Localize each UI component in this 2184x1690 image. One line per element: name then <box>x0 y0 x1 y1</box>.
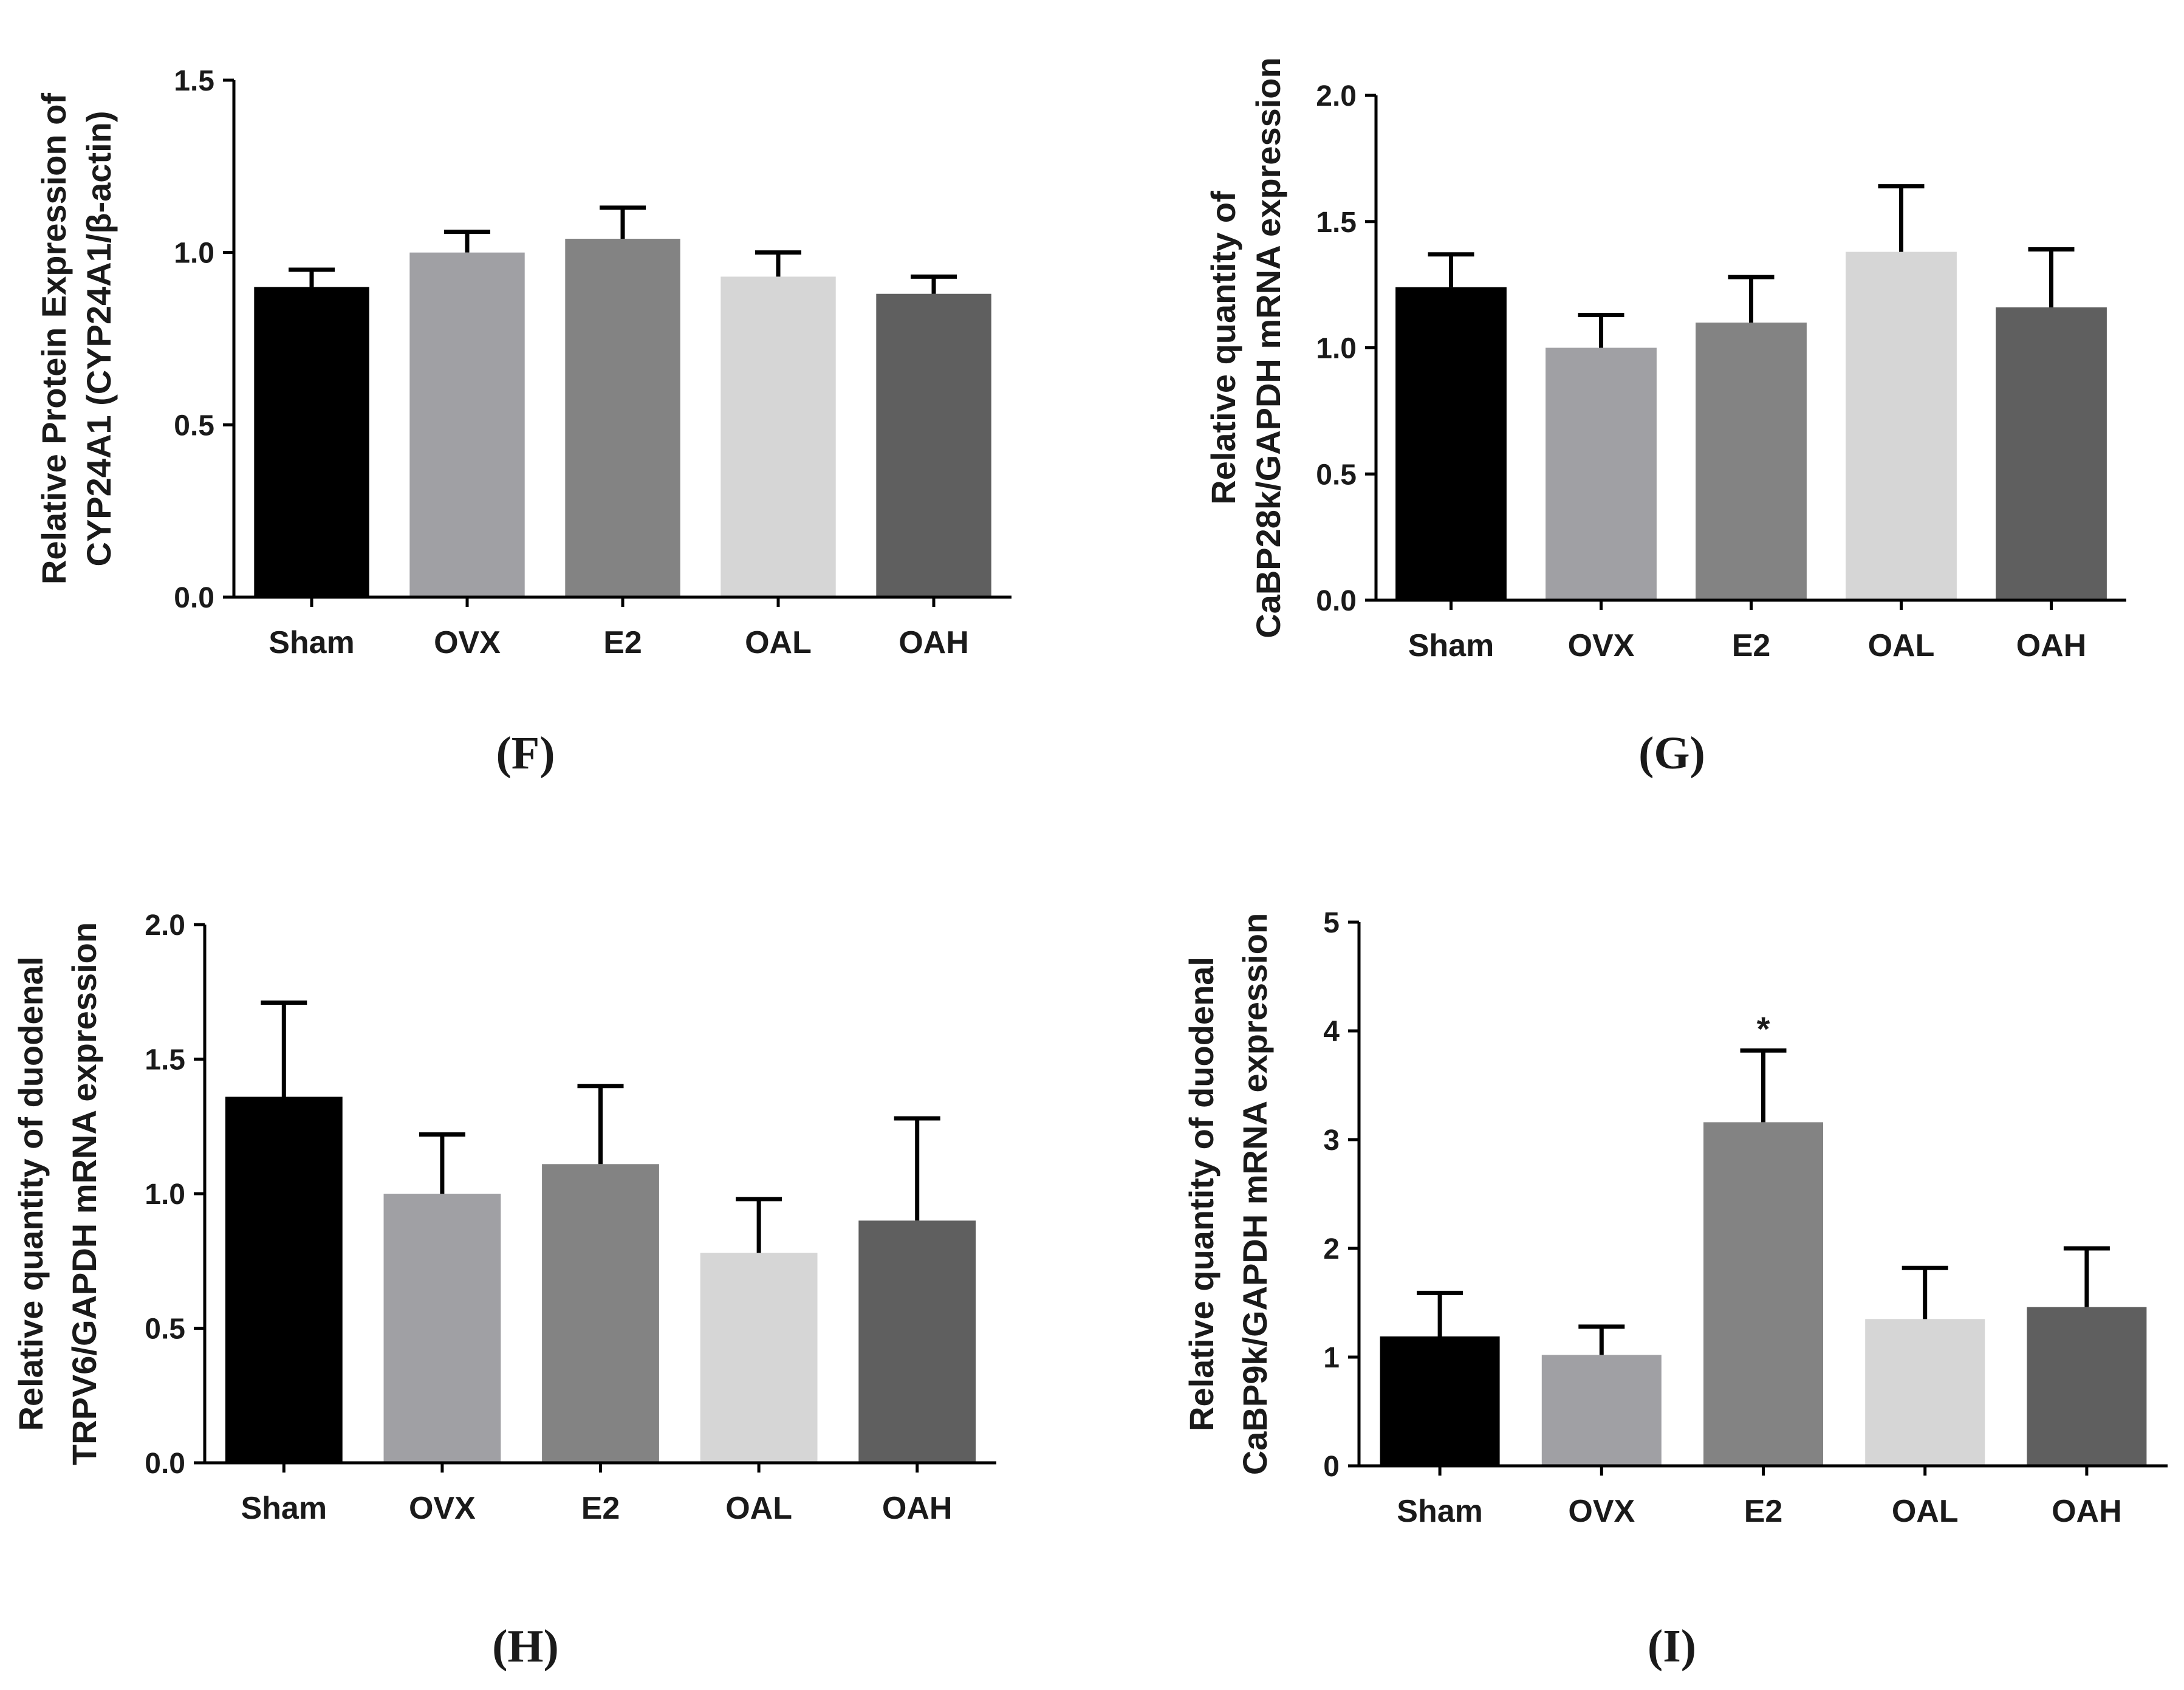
x-tick-label-ovx: OVX <box>409 1491 476 1526</box>
bar-sham <box>1380 1336 1500 1466</box>
bar-oah <box>858 1220 976 1463</box>
y-tick-label: 2.0 <box>1316 80 1357 112</box>
y-tick-label: 0.5 <box>174 409 214 442</box>
y-axis-label-line: CaBP9k/GAPDH mRNA expression <box>1236 913 1274 1475</box>
y-tick-label: 0.0 <box>174 582 214 614</box>
y-axis-label-line: TRPV6/GAPDH mRNA expression <box>65 922 103 1465</box>
bar-sham <box>254 287 369 597</box>
chart-panel-0: Sham OVX E2 OAL OAH 0.0 0.5 1.0 1.5 Relative Prot… <box>35 65 1012 779</box>
y-axis-label: Relative quantity of CaBP28k/GAPDH mRNA e… <box>1204 57 1287 638</box>
x-tick-label-oah: OAH <box>899 625 969 660</box>
x-tick-label-ovx: OVX <box>434 625 501 660</box>
bar-oal <box>700 1253 818 1463</box>
y-tick-label: 0.5 <box>1316 459 1357 491</box>
x-tick-label-oah: OAH <box>2016 628 2087 663</box>
x-tick-label-sham: Sham <box>269 625 355 660</box>
bar-e2 <box>1696 323 1807 600</box>
y-tick-label: 1.0 <box>145 1179 185 1211</box>
bar-e2 <box>542 1164 659 1463</box>
x-tick-label-oah: OAH <box>2052 1494 2122 1529</box>
bar-oah <box>1996 307 2107 600</box>
y-axis-label-line: Relative quantity of duodenal <box>12 957 50 1431</box>
y-tick-label: 2 <box>1323 1233 1340 1265</box>
chart-panel-3: Sham OVX * E2 OAL OAH 0 1 2 3 4 5 Relative quantity … <box>1182 907 2168 1672</box>
x-tick-label-sham: Sham <box>241 1491 327 1526</box>
chart-panel-2: Sham OVX E2 OAL OAH 0.0 0.5 1.0 1.5 2.0 Relative q… <box>12 909 996 1672</box>
bar-ovx <box>1546 347 1657 600</box>
y-tick-label: 0.0 <box>145 1448 185 1480</box>
y-tick-label: 1.5 <box>174 65 214 97</box>
y-tick-label: 3 <box>1323 1124 1340 1157</box>
y-tick-label: 1 <box>1323 1342 1340 1374</box>
bar-e2 <box>565 239 680 597</box>
panel-label: (H) <box>492 1621 559 1672</box>
x-tick-label-e2: E2 <box>603 625 642 660</box>
y-tick-label: 0.5 <box>145 1313 185 1346</box>
bar-e2 <box>1703 1122 1823 1466</box>
bar-ovx <box>383 1194 501 1463</box>
y-axis-label-line: Relative quantity of duodenal <box>1182 957 1220 1431</box>
x-tick-label-oal: OAL <box>1892 1494 1959 1529</box>
chart-panel-1: Sham OVX E2 OAL OAH 0.0 0.5 1.0 1.5 2.0 Relative q… <box>1204 57 2126 779</box>
x-tick-label-oah: OAH <box>882 1491 953 1526</box>
bar-oah <box>2027 1307 2147 1466</box>
x-tick-label-sham: Sham <box>1397 1494 1483 1529</box>
y-tick-label: 1.5 <box>145 1044 185 1076</box>
x-tick-label-oal: OAL <box>1868 628 1935 663</box>
y-tick-label: 0 <box>1323 1451 1340 1483</box>
y-tick-label: 1.5 <box>1316 207 1357 239</box>
y-axis-label-line: CYP24A1 (CYP24A1/β-actin) <box>80 111 118 567</box>
y-tick-label: 1.0 <box>174 238 214 270</box>
x-tick-label-sham: Sham <box>1408 628 1494 663</box>
x-tick-label-ovx: OVX <box>1568 1494 1635 1529</box>
panel-label: (F) <box>496 728 555 779</box>
x-tick-label-oal: OAL <box>745 625 812 660</box>
y-axis-label-line: Relative Protein Expression of <box>35 93 73 584</box>
bar-oal <box>1865 1319 1985 1466</box>
y-axis-label: Relative Protein Expression of CYP24A1 (C… <box>35 93 118 584</box>
y-axis-label-line: Relative quantity of <box>1204 191 1242 505</box>
bar-sham <box>1395 287 1507 600</box>
x-tick-label-e2: E2 <box>581 1491 620 1526</box>
y-tick-label: 1.0 <box>1316 333 1357 365</box>
y-axis-label-line: CaBP28k/GAPDH mRNA expression <box>1249 57 1287 638</box>
panel-label: (I) <box>1648 1621 1696 1672</box>
bar-oah <box>876 293 991 597</box>
bar-oal <box>1846 251 1957 601</box>
bar-sham <box>225 1096 343 1463</box>
bar-ovx <box>409 252 525 597</box>
bar-oal <box>721 276 836 597</box>
x-tick-label-e2: E2 <box>1744 1494 1783 1529</box>
x-tick-label-oal: OAL <box>725 1491 792 1526</box>
y-tick-label: 4 <box>1323 1016 1340 1048</box>
y-tick-label: 0.0 <box>1316 585 1357 617</box>
bar-ovx <box>1541 1355 1662 1466</box>
y-tick-label: 2.0 <box>145 909 185 942</box>
y-axis-label: Relative quantity of duodenal CaBP9k/GAPD… <box>1182 913 1274 1475</box>
x-tick-label-e2: E2 <box>1732 628 1771 663</box>
panel-label: (G) <box>1638 728 1705 779</box>
x-tick-label-ovx: OVX <box>1568 628 1635 663</box>
significance-marker: * <box>1757 1010 1770 1048</box>
y-tick-label: 5 <box>1323 907 1340 939</box>
y-axis-label: Relative quantity of duodenal TRPV6/GAPDH… <box>12 922 103 1465</box>
